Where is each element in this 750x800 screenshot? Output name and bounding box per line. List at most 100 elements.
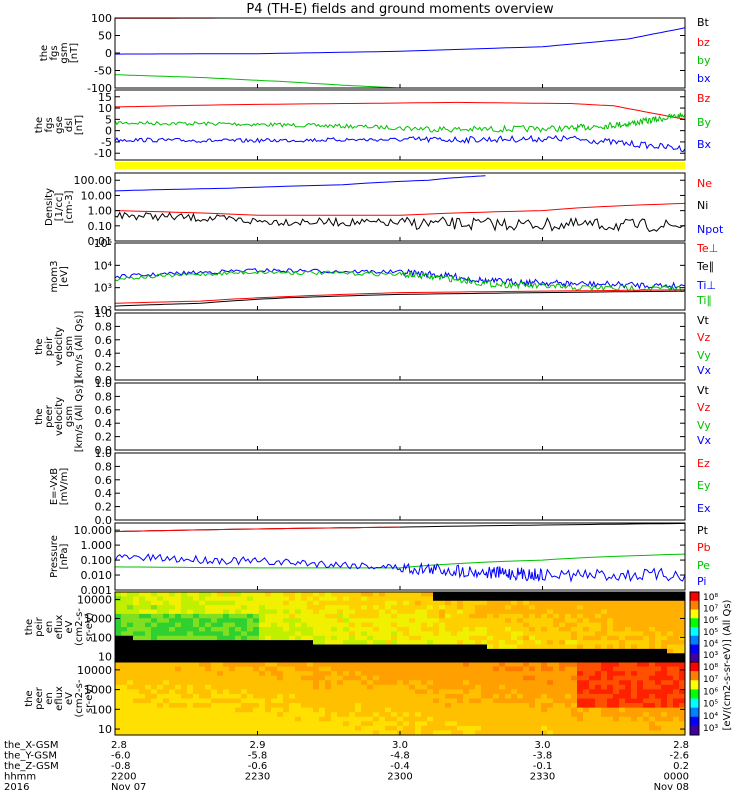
ytick-label-p9: 10000 xyxy=(77,594,112,607)
xaxis-row-label: the_Y-GSM xyxy=(4,751,57,762)
xaxis-value: 2.8 xyxy=(673,740,689,751)
ylabel-p8: [nPa] xyxy=(59,543,70,569)
legend-p4-Ti∥: Ti∥ xyxy=(696,294,712,307)
series-p4-Te⊥ xyxy=(114,289,686,304)
ytick-label-p8: 0.100 xyxy=(81,554,113,567)
ytick-label-p1: -100 xyxy=(87,82,112,95)
ylabel-p5: gsm xyxy=(64,336,75,357)
ytick-label-p4: 10³ xyxy=(94,282,112,295)
frame-p5 xyxy=(114,312,686,381)
ytick-label-p5: 0.4 xyxy=(95,347,113,360)
colorbar-tick-p10: 10⁸ xyxy=(703,663,718,673)
ytick-label-p3: 1.00 xyxy=(88,205,113,218)
ylabel-p1: fgs xyxy=(49,45,60,60)
series-p3-Npot xyxy=(114,175,486,192)
panel-p10: 10000 1000 100 10 the peer en eflux eV (cm2-s-sr-… xyxy=(24,661,718,736)
legend-p4-Ti⊥: Ti⊥ xyxy=(696,279,716,292)
ytick-label-p10: 1000 xyxy=(84,684,112,697)
legend-p8-Pb: Pb xyxy=(697,541,711,554)
ylabel-p4: mom3 xyxy=(49,261,60,293)
ylabel-p3: Density xyxy=(44,188,55,226)
ytick-label-p7: 0.0 xyxy=(95,514,113,527)
ytick-label-p4: 10² xyxy=(94,304,112,317)
legend-p4-Te⊥: Te⊥ xyxy=(696,242,718,255)
ytick-label-p8: 10.000 xyxy=(74,524,113,537)
xaxis-value: 0.2 xyxy=(673,761,689,772)
xaxis-value: -5.8 xyxy=(248,751,268,762)
xaxis-value: -6.0 xyxy=(111,751,131,762)
xaxis-value: 0000 xyxy=(664,772,689,783)
xaxis-row-label: the_X-GSM xyxy=(4,740,58,751)
legend-p2-By: By xyxy=(697,116,712,129)
ylabel-p5: velocity xyxy=(54,327,65,366)
ylabel-p4: [eV] xyxy=(59,266,70,287)
xaxis-value: 2230 xyxy=(245,772,270,783)
colorbar-p10: 10⁸ 10⁷ 10⁶ 10⁵ 10⁴ 10³ xyxy=(689,661,718,736)
status-bar xyxy=(115,162,685,169)
legend-p7-Ey: Ey xyxy=(697,479,711,492)
ylabel-p7: E=-VxB xyxy=(49,468,60,505)
ytick-label-p6: 0.6 xyxy=(95,404,113,417)
colorbar-tick-p9: 10³ xyxy=(703,651,718,661)
colorbar-tick-p9: 10⁷ xyxy=(703,605,718,615)
xaxis-value: 2.8 xyxy=(111,740,127,751)
frame-p2 xyxy=(114,89,686,161)
xaxis-value: -0.8 xyxy=(111,761,131,772)
ytick-label-p8: 1.000 xyxy=(81,539,113,552)
legend-p1-by: by xyxy=(697,54,711,67)
series-p8-Pi xyxy=(114,553,686,583)
ytick-label-p2: 15 xyxy=(98,91,112,104)
ytick-label-p6: 0.8 xyxy=(95,390,113,403)
series-p8-Pe xyxy=(114,553,686,569)
ytick-label-p10: 10000 xyxy=(77,664,112,677)
frame-p7 xyxy=(114,452,686,521)
colorbar-tick-p9: 10⁵ xyxy=(703,628,718,638)
ylabel-p10: eV xyxy=(64,692,75,705)
ytick-label-p7: 0.8 xyxy=(95,460,113,473)
ylabel-p9: eV xyxy=(64,620,75,633)
panel-p4: 10⁵ 10⁴ 10³ 10² mom3 [eV] Te⊥ Te∥ Ti⊥ Ti∥ xyxy=(49,237,718,317)
ytick-label-p3: 0.10 xyxy=(88,220,113,233)
ylabel-p10: (cm2-s- xyxy=(74,679,85,717)
legend-p2-Bx: Bx xyxy=(697,138,712,151)
ylabel-p2: the xyxy=(34,117,45,133)
legend-p1-Bt: Bt xyxy=(697,16,710,29)
xaxis-value: -0.4 xyxy=(390,761,410,772)
series-p3-Ne xyxy=(114,202,686,216)
ylabel-p8: Pressure xyxy=(49,535,60,578)
ytick-label-p9: 10 xyxy=(98,650,112,663)
ytick-label-p10: 10 xyxy=(98,723,112,736)
xaxis-value: -4.8 xyxy=(390,751,410,762)
panel-p8: 10.000 1.000 0.100 0.010 0.001 Pressure [nPa] P… xyxy=(49,522,711,597)
legend-p6-Vt: Vt xyxy=(697,384,710,397)
ylabel-p10: sr-eV) xyxy=(84,684,95,713)
ytick-label-p7: 0.6 xyxy=(95,474,113,487)
legend-p6-Vx: Vx xyxy=(697,434,712,447)
xaxis-row-label: hhmm xyxy=(4,772,36,783)
ylabel-p1: gsm xyxy=(59,42,70,63)
panel-p1: 100 50 0 -50 -100 the fgs gsm [nT] Bt bz by bx xyxy=(39,12,711,95)
ylabel-p3: [cm-3] xyxy=(64,190,75,223)
xaxis-value: Nov 07 xyxy=(111,782,146,793)
ytick-label-p8: 0.010 xyxy=(81,569,113,582)
ytick-label-p2: 10 xyxy=(98,102,112,115)
series-p1-bx xyxy=(114,27,686,55)
ylabel-p2: dsl xyxy=(64,118,75,132)
ylabel-p1: [nT] xyxy=(69,43,80,63)
series-p4-Ti⊥ xyxy=(114,267,686,290)
colorbar-tick-p10: 10⁷ xyxy=(703,675,718,685)
ytick-label-p1: -50 xyxy=(94,65,112,78)
xaxis-value: -3.8 xyxy=(533,751,553,762)
heatmap-p10 xyxy=(115,662,686,736)
ylabel-p5: [km/s (All Qs)] xyxy=(74,311,85,383)
ylabel-p9: the xyxy=(24,619,35,635)
ytick-label-p9: 1000 xyxy=(84,612,112,625)
series-p4-Ti∥ xyxy=(114,270,686,293)
colorbar-tick-p10: 10⁴ xyxy=(703,712,718,722)
legend-p7-Ez: Ez xyxy=(697,457,710,470)
series-p2-Bx xyxy=(114,134,686,153)
ylabel-p5: the xyxy=(34,338,45,354)
xaxis-row-label: the_Z-GSM xyxy=(4,761,59,772)
